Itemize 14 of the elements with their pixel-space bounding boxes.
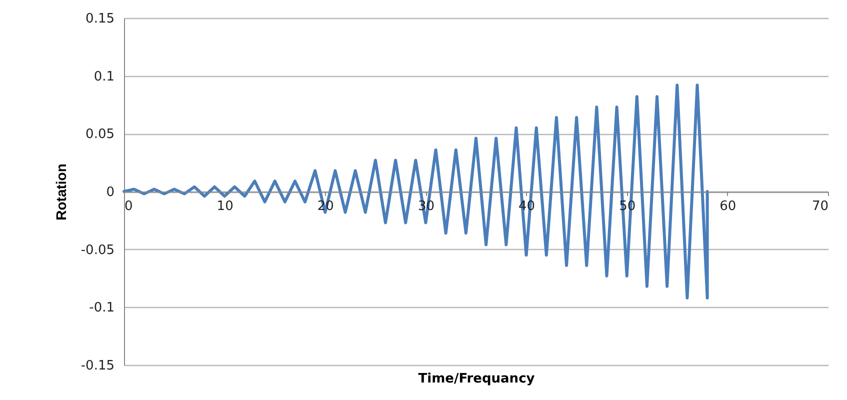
x-tick-label: 10 bbox=[216, 199, 234, 214]
y-tick-label: -0.05 bbox=[80, 242, 114, 258]
y-tick-label: 0.15 bbox=[86, 12, 114, 26]
x-tick-label: 0 bbox=[124, 199, 133, 214]
x-tick-label: 60 bbox=[720, 199, 736, 214]
y-tick-label: 0 bbox=[106, 185, 114, 200]
y-axis-title: Rotation bbox=[52, 164, 69, 220]
y-tick-label: 0.05 bbox=[86, 127, 114, 142]
y-tick-label: -0.15 bbox=[80, 358, 114, 374]
y-tick-label: -0.1 bbox=[89, 300, 114, 316]
x-tick-label: 70 bbox=[812, 199, 828, 214]
y-tick-label: 0.1 bbox=[94, 69, 114, 84]
line-series bbox=[122, 84, 709, 300]
x-axis-title: Time/Frequancy bbox=[418, 372, 536, 386]
